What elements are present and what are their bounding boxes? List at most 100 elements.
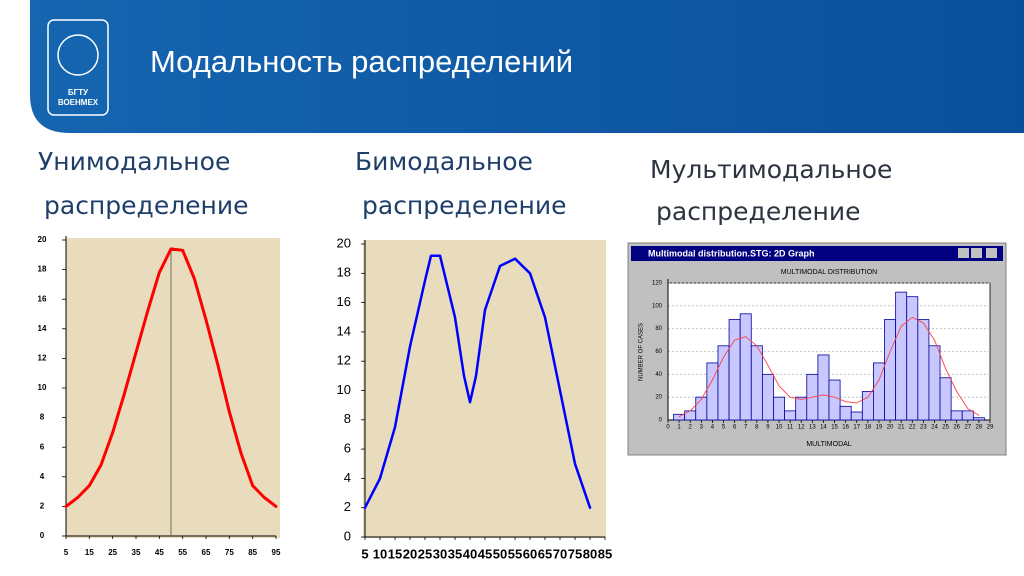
x-tick-label: 28 <box>976 425 983 431</box>
window-titlebar <box>631 246 1003 261</box>
x-tick-label: 10 <box>776 425 783 431</box>
x-tick-label: 17 <box>853 425 860 431</box>
x-tick-label: 60 <box>523 546 537 561</box>
y-tick-label: 2 <box>40 502 45 511</box>
x-tick-label: 70 <box>553 546 567 561</box>
x-tick-label: 5 <box>64 548 69 557</box>
x-tick-label: 65 <box>202 548 211 557</box>
x-tick-label: 20 <box>403 546 417 561</box>
y-tick-label: 6 <box>40 442 45 451</box>
y-tick-label: 0 <box>40 531 45 540</box>
window-button[interactable] <box>958 248 969 258</box>
y-tick-label: 4 <box>40 472 45 481</box>
x-tick-label: 55 <box>178 548 187 557</box>
x-tick-label: 21 <box>898 425 905 431</box>
fit-line <box>678 316 980 418</box>
x-tick-label: 15 <box>388 546 402 561</box>
bar <box>728 319 741 421</box>
y-tick-label: 0 <box>344 528 351 543</box>
bar <box>917 319 930 421</box>
y-tick-label: 18 <box>38 265 47 274</box>
x-tick-label: 22 <box>909 425 916 431</box>
bar <box>861 391 874 421</box>
y-tick-label: 18 <box>337 265 351 280</box>
chart-title: MULTIMODAL DISTRIBUTION <box>781 269 877 276</box>
x-tick-label: 65 <box>538 546 552 561</box>
x-tick-label: 26 <box>953 425 960 431</box>
x-tick-label: 5 <box>722 425 726 431</box>
y-tick-label: 8 <box>344 411 351 426</box>
plot-background <box>66 238 280 538</box>
y-tick-label: 60 <box>655 349 662 355</box>
y-tick-label: 16 <box>38 294 47 303</box>
y-tick-label: 40 <box>655 372 662 378</box>
x-tick-label: 35 <box>448 546 462 561</box>
bar <box>784 410 797 421</box>
x-tick-label: 19 <box>876 425 883 431</box>
bar <box>950 410 963 421</box>
x-tick-label: 20 <box>887 425 894 431</box>
x-tick-label: 14 <box>820 425 827 431</box>
y-tick-label: 20 <box>38 235 47 244</box>
y-tick-label: 8 <box>40 413 45 422</box>
y-tick-label: 14 <box>38 324 47 333</box>
x-tick-label: 25 <box>108 548 117 557</box>
x-tick-label: 15 <box>85 548 94 557</box>
x-tick-label: 15 <box>831 425 838 431</box>
bar <box>939 377 952 421</box>
x-tick-label: 30 <box>433 546 447 561</box>
y-tick-label: 100 <box>652 303 663 309</box>
x-tick-label: 25 <box>418 546 432 561</box>
bar <box>817 354 830 421</box>
y-tick-label: 2 <box>344 499 351 514</box>
bar <box>873 362 885 421</box>
heading: Унимодальное <box>38 147 230 176</box>
logo-text: ВОЕНМЕХ <box>58 98 99 107</box>
x-tick-label: 75 <box>225 548 234 557</box>
bar <box>673 413 686 421</box>
y-tick-label: 0 <box>659 418 663 424</box>
bar <box>972 417 985 421</box>
x-tick-label: 12 <box>798 425 805 431</box>
y-tick-label: 16 <box>337 294 351 309</box>
y-tick-label: 120 <box>652 281 663 287</box>
bar <box>961 410 974 421</box>
x-tick-label: 5 <box>361 546 368 561</box>
x-tick-label: 11 <box>787 425 794 431</box>
bar <box>773 396 785 421</box>
x-tick-label: 35 <box>132 548 141 557</box>
x-tick-label: 95 <box>272 548 281 557</box>
logo-emblem <box>57 34 99 76</box>
x-tick-label: 4 <box>711 425 715 431</box>
y-tick-label: 6 <box>344 441 351 456</box>
x-tick-label: 16 <box>842 425 849 431</box>
bar <box>684 410 697 421</box>
window-button[interactable] <box>986 248 997 258</box>
heading: Бимодальное <box>355 147 533 176</box>
slide-title: Модальность распределений <box>150 44 573 79</box>
x-tick-label: 85 <box>598 546 612 561</box>
heading: Мультимодальное <box>650 155 892 184</box>
header-band <box>30 0 1024 133</box>
y-tick-label: 20 <box>655 395 662 401</box>
line <box>64 247 278 508</box>
y-tick-label: 12 <box>337 353 351 368</box>
logo-frame <box>47 19 109 116</box>
x-tick-label: 7 <box>744 425 748 431</box>
y-tick-label: 80 <box>655 326 662 332</box>
heading: распределение <box>656 197 861 226</box>
bar <box>906 296 919 421</box>
x-tick-label: 6 <box>733 425 737 431</box>
plot-background <box>363 240 606 538</box>
x-tick-label: 80 <box>583 546 597 561</box>
heading: распределение <box>44 191 249 220</box>
x-tick-label: 8 <box>755 425 759 431</box>
y-tick-label: 20 <box>337 235 351 250</box>
x-tick-label: 75 <box>568 546 582 561</box>
line <box>363 254 592 509</box>
window-title: Multimodal distribution.STG: 2D Graph <box>648 248 815 258</box>
window-button[interactable] <box>971 248 982 258</box>
y-axis-label: NUMBER OF CASES <box>639 323 645 381</box>
x-tick-label: 0 <box>666 425 670 431</box>
x-tick-label: 25 <box>942 425 949 431</box>
